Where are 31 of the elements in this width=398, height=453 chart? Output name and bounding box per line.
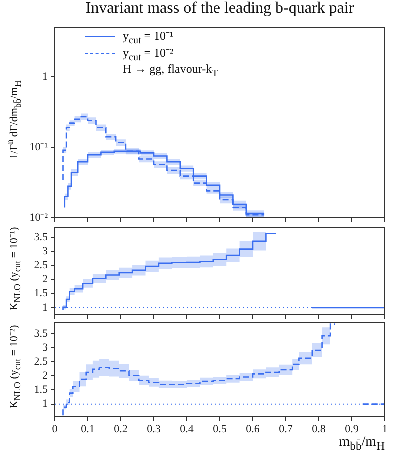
y-tick-label: 1.5 bbox=[34, 288, 48, 300]
y-tick-label: 2 bbox=[42, 274, 48, 286]
y-tick-label: 1 bbox=[42, 398, 48, 410]
x-tick-label: 0.4 bbox=[180, 423, 194, 436]
x-tick-label: 1 bbox=[382, 423, 388, 436]
chart-title: Invariant mass of the leading b-quark pair bbox=[84, 0, 356, 18]
x-tick-label: 0 bbox=[52, 423, 58, 436]
x-tick-label: 0.8 bbox=[312, 423, 326, 436]
x-axis-title: m$_{bb̄}$/m$_{H}$ bbox=[339, 435, 385, 453]
x-tick-label: 0.6 bbox=[246, 423, 260, 436]
legend-label: y$_{cut}$ = 10⁻² bbox=[123, 44, 174, 64]
y-tick-label: 1.5 bbox=[34, 384, 48, 396]
x-tick-label: 0.5 bbox=[213, 423, 228, 436]
annotation: H → gg, flavour-k$_{T}$ bbox=[123, 62, 218, 80]
y-tick-label: 3.5 bbox=[34, 328, 48, 340]
x-tick-label: 0.9 bbox=[345, 423, 360, 436]
y-tick-label: 10⁻² bbox=[30, 212, 49, 224]
y-tick-label: 1 bbox=[42, 302, 48, 314]
x-tick-label: 0.3 bbox=[147, 423, 162, 436]
y-tick-label: 3 bbox=[42, 342, 48, 354]
y-tick-label: 10⁻¹ bbox=[30, 141, 48, 154]
y-tick-label: 2 bbox=[42, 370, 48, 382]
x-tick-label: 0.2 bbox=[114, 423, 128, 436]
y-tick-label: 3 bbox=[42, 245, 48, 258]
y-tick-label: 2.5 bbox=[34, 356, 48, 368]
y-tick-label: 2.5 bbox=[34, 260, 48, 272]
x-tick-label: 0.1 bbox=[81, 423, 95, 436]
legend-label: y$_{cut}$ = 10⁻¹ bbox=[123, 28, 174, 46]
y-tick-label: 3.5 bbox=[34, 231, 48, 244]
x-tick-label: 0.7 bbox=[279, 423, 294, 436]
y-tick-label: 1 bbox=[42, 70, 48, 83]
